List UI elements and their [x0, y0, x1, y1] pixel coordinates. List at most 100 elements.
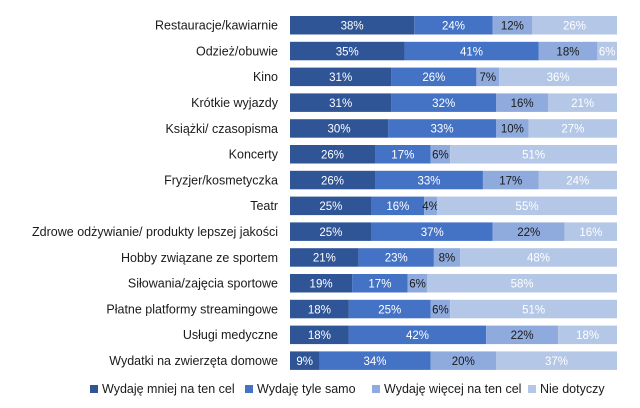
category-label: Książki/ czasopisma: [165, 122, 278, 136]
data-label: 55%: [516, 201, 539, 213]
data-label: 18%: [308, 304, 331, 316]
bar-segment: [414, 16, 493, 35]
bar-segment: [430, 351, 497, 370]
bar-segment: [492, 16, 532, 35]
bar-segment: [499, 67, 617, 87]
bar-segment: [290, 299, 349, 319]
data-label: 20%: [452, 356, 475, 368]
bar-segment: [352, 274, 408, 293]
data-label: 17%: [368, 278, 391, 290]
bar-segment: [290, 145, 376, 164]
bar-segment: [375, 145, 431, 164]
bar-segment: [450, 299, 617, 319]
data-label: 58%: [511, 278, 534, 290]
bar-segment: [433, 248, 461, 267]
category-label: Odzież/obuwie: [196, 44, 278, 58]
data-label: 38%: [341, 20, 364, 32]
data-label: 25%: [319, 227, 342, 239]
data-label: 17%: [499, 175, 522, 187]
data-label: 32%: [432, 98, 455, 110]
bar-segment: [348, 325, 487, 345]
bar-segment: [531, 16, 617, 35]
data-label: 16%: [579, 227, 602, 239]
bar-segment: [371, 196, 425, 216]
data-label: 27%: [561, 124, 584, 136]
bar-segment: [496, 119, 529, 138]
bar-segment: [391, 93, 497, 112]
data-label: 18%: [308, 330, 331, 342]
data-label: 26%: [563, 20, 586, 32]
data-label: 24%: [566, 175, 589, 187]
bar-segment: [482, 170, 539, 190]
bar-segment: [430, 145, 451, 164]
category-label: Teatr: [250, 199, 278, 213]
bar-segment: [450, 145, 617, 164]
bar-segment: [290, 41, 405, 61]
data-label: 6%: [432, 149, 449, 161]
category-label: Restauracje/kawiarnie: [155, 19, 278, 33]
bar-segment: [476, 67, 500, 87]
category-label: Hobby związane ze sportem: [121, 251, 278, 265]
data-label: 18%: [556, 46, 579, 58]
bar-segment: [290, 325, 349, 345]
bar-segment: [407, 274, 428, 293]
data-label: 31%: [329, 98, 352, 110]
data-label: 26%: [321, 149, 344, 161]
bar-segment: [424, 196, 438, 216]
bar-segment: [290, 351, 320, 370]
bar-segment: [375, 170, 483, 190]
data-label: 19%: [310, 278, 333, 290]
data-label: 22%: [517, 227, 540, 239]
bar-segment: [290, 196, 372, 216]
bar-segment: [290, 170, 376, 190]
bar-area: 38% 24% 12% 26% 35% 41% 18% 6% 31% 26% 7% 36% 31% 32%…: [290, 16, 617, 370]
data-label: 6%: [599, 46, 616, 58]
data-label: 16%: [386, 201, 409, 213]
bar-segment: [496, 351, 617, 370]
bar-segment: [558, 325, 617, 345]
data-label: 42%: [406, 330, 429, 342]
bar-segment: [492, 222, 565, 241]
legend-label: Wydaję mniej na ten cel: [102, 382, 235, 396]
data-label: 37%: [545, 356, 568, 368]
data-label: 10%: [501, 124, 524, 136]
category-label: Koncerty: [229, 148, 279, 162]
data-label: 41%: [460, 46, 483, 58]
legend-label: Nie dotyczy: [540, 382, 605, 396]
bar-segment: [348, 299, 431, 319]
category-label: Kino: [253, 70, 278, 84]
legend: Wydaję mniej na ten cel Wydaję tyle samo W…: [90, 382, 605, 396]
data-label: 25%: [319, 201, 342, 213]
data-label: 23%: [385, 253, 408, 265]
bar-segment: [538, 41, 598, 61]
data-label: 25%: [378, 304, 401, 316]
bar-segment: [290, 16, 415, 35]
bar-segment: [290, 274, 353, 293]
data-label: 18%: [576, 330, 599, 342]
data-label: 4%: [422, 201, 439, 213]
data-label: 22%: [511, 330, 534, 342]
bar-segment: [388, 119, 497, 138]
bar-segment: [437, 196, 617, 216]
bar-segment: [427, 274, 617, 293]
legend-swatch: [90, 385, 98, 393]
data-label: 34%: [364, 356, 387, 368]
bar-segment: [597, 41, 617, 61]
data-label: 37%: [421, 227, 444, 239]
category-labels: Restauracje/kawiarnie Odzież/obuwie Kino Kr…: [32, 19, 279, 368]
data-label: 24%: [442, 20, 465, 32]
legend-swatch: [245, 385, 253, 393]
bar-segment: [290, 119, 389, 138]
bar-segment: [528, 119, 617, 138]
data-label: 9%: [296, 356, 313, 368]
bar-segment: [290, 248, 359, 267]
legend-label: Wydaję więcej na ten cel: [384, 382, 521, 396]
bar-segment: [371, 222, 493, 241]
bar-segment: [290, 222, 372, 241]
data-label: 26%: [422, 72, 445, 84]
bar-segment: [404, 41, 539, 61]
data-label: 31%: [329, 72, 352, 84]
bar-segment: [548, 93, 617, 112]
category-label: Fryzjer/kosmetyczka: [164, 173, 278, 187]
